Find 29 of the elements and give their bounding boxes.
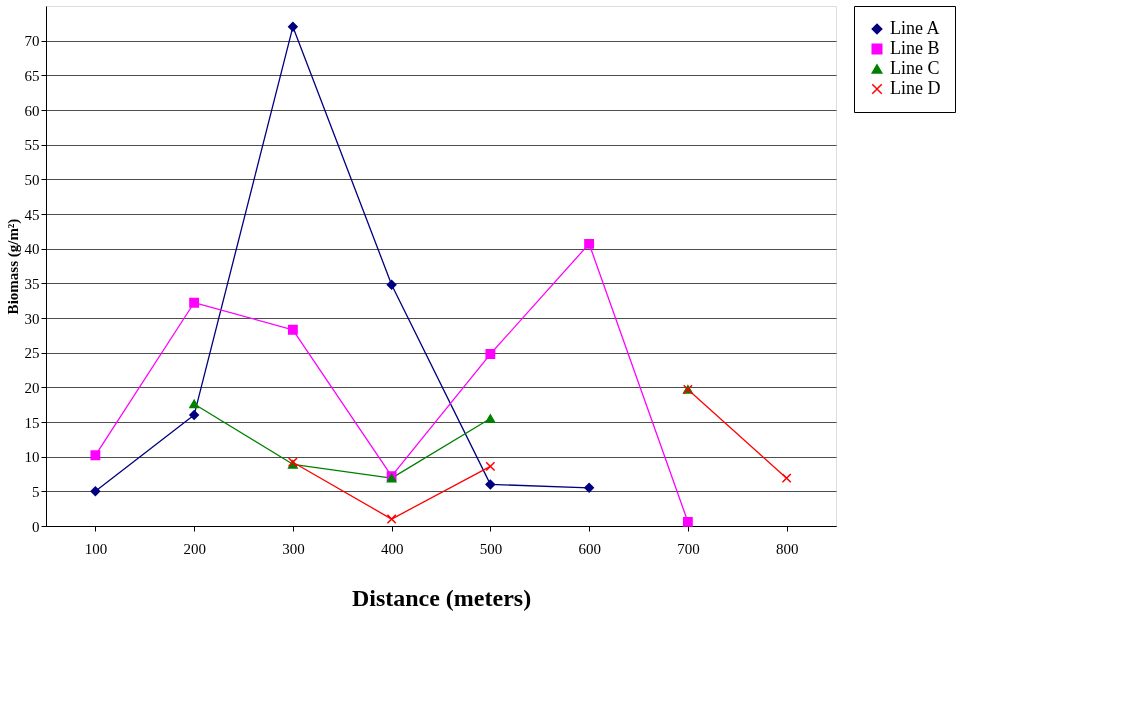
y-tick-label: 20 [24, 379, 40, 396]
y-tick-label: 25 [24, 345, 40, 362]
y-tick-label: 45 [24, 206, 40, 223]
y-tick-label: 5 [32, 483, 40, 500]
x-tick-label: 500 [479, 540, 503, 557]
x-tick-label: 700 [677, 540, 700, 557]
legend-label: Line A [890, 18, 940, 38]
y-tick-label: 65 [24, 67, 40, 84]
x-tick-label: 100 [84, 540, 108, 557]
y-tick-label: 50 [24, 171, 40, 188]
y-tick-label: 10 [24, 449, 40, 466]
legend-label: Line B [890, 38, 940, 58]
legend-label: Line C [890, 58, 940, 78]
y-tick-label: 0 [32, 518, 40, 535]
x-tick-label: 400 [380, 540, 404, 557]
y-tick-label: 15 [24, 414, 40, 431]
legend-label: Line D [890, 78, 941, 98]
y-tick-label: 70 [24, 33, 40, 50]
x-tick-label: 200 [183, 540, 206, 557]
y-axis-title: Biomass (g/m²) [4, 218, 22, 315]
y-tick-label: 60 [24, 102, 40, 119]
x-axis-title: Distance (meters) [351, 584, 532, 611]
y-tick-label: 30 [24, 310, 40, 327]
y-tick-label: 35 [24, 275, 40, 292]
x-tick-label: 800 [775, 540, 799, 557]
y-tick-label: 55 [24, 137, 40, 154]
x-tick-label: 300 [282, 540, 305, 557]
x-tick-label: 600 [578, 540, 601, 557]
y-tick-label: 40 [24, 241, 40, 258]
